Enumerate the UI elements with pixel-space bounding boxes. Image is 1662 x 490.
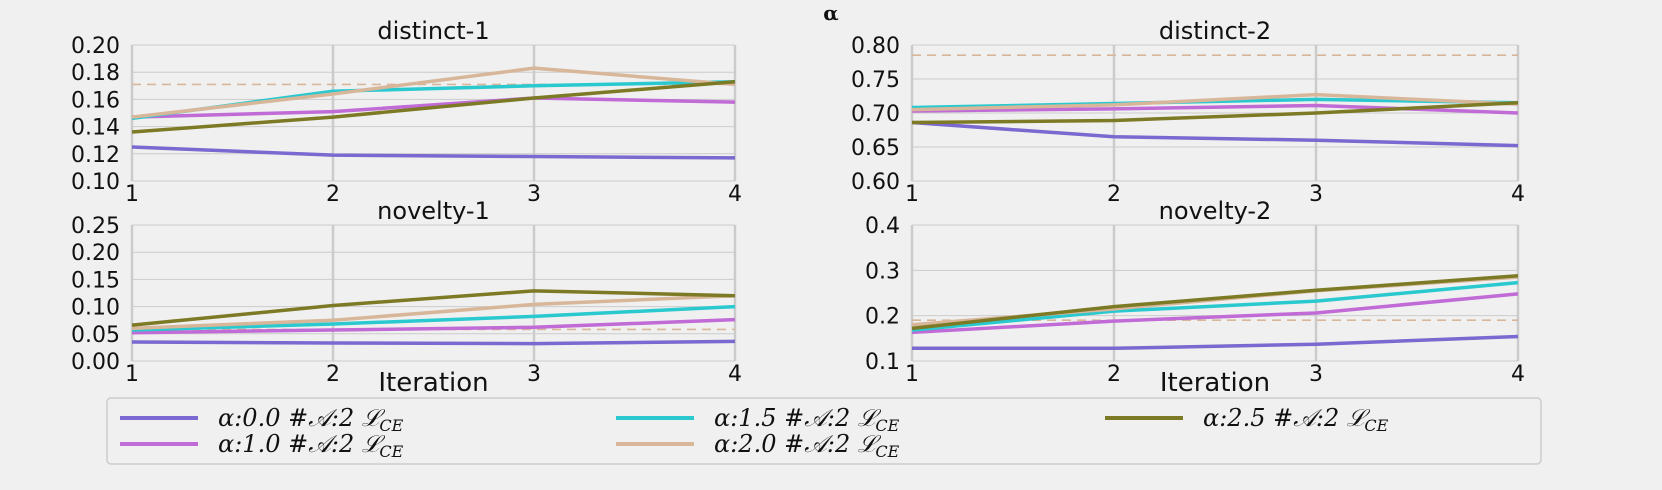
legend-frame [106, 397, 1542, 465]
x-tick-label: 2 [326, 362, 340, 387]
y-tick-label: 0.10 [71, 170, 120, 195]
series-line-3 [911, 92, 1519, 112]
panel-distinct-1: 0.100.120.14 0.160.180.20 1 2 3 4 distinct-1 [71, 17, 742, 207]
legend-label: α:2.0 #𝒜:2 ℒCE [714, 430, 900, 461]
x-tick-label: 4 [1511, 182, 1525, 207]
series-line-4 [911, 101, 1519, 125]
series-line-0 [131, 339, 736, 346]
y-tick-label: 0.70 [851, 102, 900, 127]
panel-novelty-1: 0.000.050.10 0.150.200.25 1 2 3 4 novelty-1 Ite… [71, 197, 742, 398]
x-tick-label: 2 [1107, 362, 1121, 387]
x-tick-label: 1 [125, 362, 139, 387]
legend-label: α:0.0 #𝒜:2 ℒCE [218, 404, 404, 435]
x-tick-label: 1 [125, 182, 139, 207]
legend-item: α:1.5 #𝒜:2 ℒCE [616, 404, 900, 435]
y-tick-label: 0.18 [71, 61, 120, 86]
panel-title: distinct-1 [377, 17, 489, 45]
series-line-3 [131, 293, 736, 331]
series-line-0 [911, 120, 1519, 148]
x-tick-label: 4 [728, 182, 742, 207]
x-tick-label: 3 [527, 362, 541, 387]
y-tick-label: 0.05 [71, 323, 120, 348]
legend-item: α:2.0 #𝒜:2 ℒCE [616, 430, 900, 461]
x-tick-label: 4 [728, 362, 742, 387]
panel-title: novelty-1 [377, 197, 490, 225]
legend-item: α:0.0 #𝒜:2 ℒCE [120, 404, 404, 435]
series-line-4 [131, 79, 736, 134]
series-line-1 [131, 96, 736, 119]
legend-item: α:1.0 #𝒜:2 ℒCE [120, 430, 404, 461]
x-axis-label: Iteration [1160, 368, 1270, 398]
y-tick-label: 0.80 [851, 34, 900, 59]
legend-label: α:1.5 #𝒜:2 ℒCE [714, 404, 900, 435]
y-tick-label: 0.25 [71, 214, 120, 239]
y-tick-label: 0.15 [71, 268, 120, 293]
y-tick-label: 0.00 [71, 350, 120, 375]
y-tick-label: 0.16 [71, 88, 120, 113]
y-tick-label: 0.1 [865, 350, 900, 375]
series-line-4 [911, 274, 1519, 331]
panel-distinct-2: 0.60 0.65 0.70 0.75 0.80 1 2 3 4 distinct-2 [851, 17, 1525, 207]
series-line-2 [911, 280, 1519, 332]
y-tick-label: 0.3 [865, 259, 900, 284]
y-tick-label: 0.4 [865, 214, 900, 239]
x-axis-label: Iteration [378, 368, 488, 398]
series-line-2 [131, 304, 736, 332]
x-tick-label: 4 [1511, 362, 1525, 387]
x-tick-label: 3 [527, 182, 541, 207]
figure-suptitle: α [823, 1, 838, 25]
series-line-1 [131, 317, 736, 335]
series-line-4 [131, 289, 736, 327]
x-tick-label: 1 [905, 182, 919, 207]
legend-label: α:2.5 #𝒜:2 ℒCE [1203, 404, 1389, 435]
x-tick-label: 3 [1309, 362, 1323, 387]
y-tick-label: 0.60 [851, 170, 900, 195]
y-tick-label: 0.14 [71, 116, 120, 141]
y-tick-label: 0.2 [865, 305, 900, 330]
legend-label: α:1.0 #𝒜:2 ℒCE [218, 430, 404, 461]
x-tick-label: 2 [1107, 182, 1121, 207]
y-tick-label: 0.20 [71, 34, 120, 59]
y-tick-label: 0.75 [851, 68, 900, 93]
series-line-1 [911, 292, 1519, 335]
panel-title: distinct-2 [1159, 17, 1271, 45]
chart-panels: 0.100.120.140.160.180.201 2 3 4distinct-10.… [71, 17, 1525, 398]
series-line-0 [912, 334, 1519, 351]
y-tick-label: 0.10 [71, 296, 120, 321]
x-tick-label: 1 [905, 362, 919, 387]
y-tick-label: 0.12 [71, 143, 120, 168]
x-tick-label: 2 [326, 182, 340, 207]
series-line-3 [131, 66, 736, 119]
y-tick-label: 0.20 [71, 241, 120, 266]
series-line-0 [131, 145, 736, 160]
legend-item: α:2.5 #𝒜:2 ℒCE [1105, 404, 1389, 435]
y-tick-label: 0.65 [851, 136, 900, 161]
panel-title: novelty-2 [1159, 197, 1272, 225]
x-tick-label: 3 [1309, 182, 1323, 207]
panel-novelty-2: 0.1 0.2 0.3 0.4 1 2 3 4 novelty-2 Iteration [865, 197, 1525, 398]
